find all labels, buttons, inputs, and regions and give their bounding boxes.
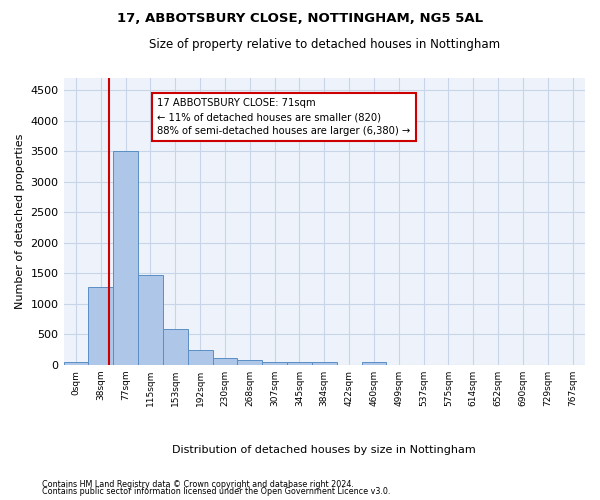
Text: 17 ABBOTSBURY CLOSE: 71sqm
← 11% of detached houses are smaller (820)
88% of sem: 17 ABBOTSBURY CLOSE: 71sqm ← 11% of deta… (157, 98, 410, 136)
Title: Size of property relative to detached houses in Nottingham: Size of property relative to detached ho… (149, 38, 500, 51)
Bar (188, 350, 212, 365)
Bar (88, 287, 113, 365)
Bar (163, 330, 188, 365)
Bar (287, 362, 312, 365)
Bar (238, 360, 262, 365)
Bar (212, 358, 238, 365)
Bar (138, 274, 163, 365)
Bar (113, 152, 138, 365)
X-axis label: Distribution of detached houses by size in Nottingham: Distribution of detached houses by size … (172, 445, 476, 455)
Text: Contains public sector information licensed under the Open Government Licence v3: Contains public sector information licen… (42, 487, 391, 496)
Bar (312, 362, 337, 365)
Y-axis label: Number of detached properties: Number of detached properties (15, 134, 25, 309)
Text: 17, ABBOTSBURY CLOSE, NOTTINGHAM, NG5 5AL: 17, ABBOTSBURY CLOSE, NOTTINGHAM, NG5 5A… (117, 12, 483, 26)
Bar (64, 362, 88, 365)
Bar (362, 362, 386, 365)
Bar (262, 362, 287, 365)
Text: Contains HM Land Registry data © Crown copyright and database right 2024.: Contains HM Land Registry data © Crown c… (42, 480, 354, 489)
